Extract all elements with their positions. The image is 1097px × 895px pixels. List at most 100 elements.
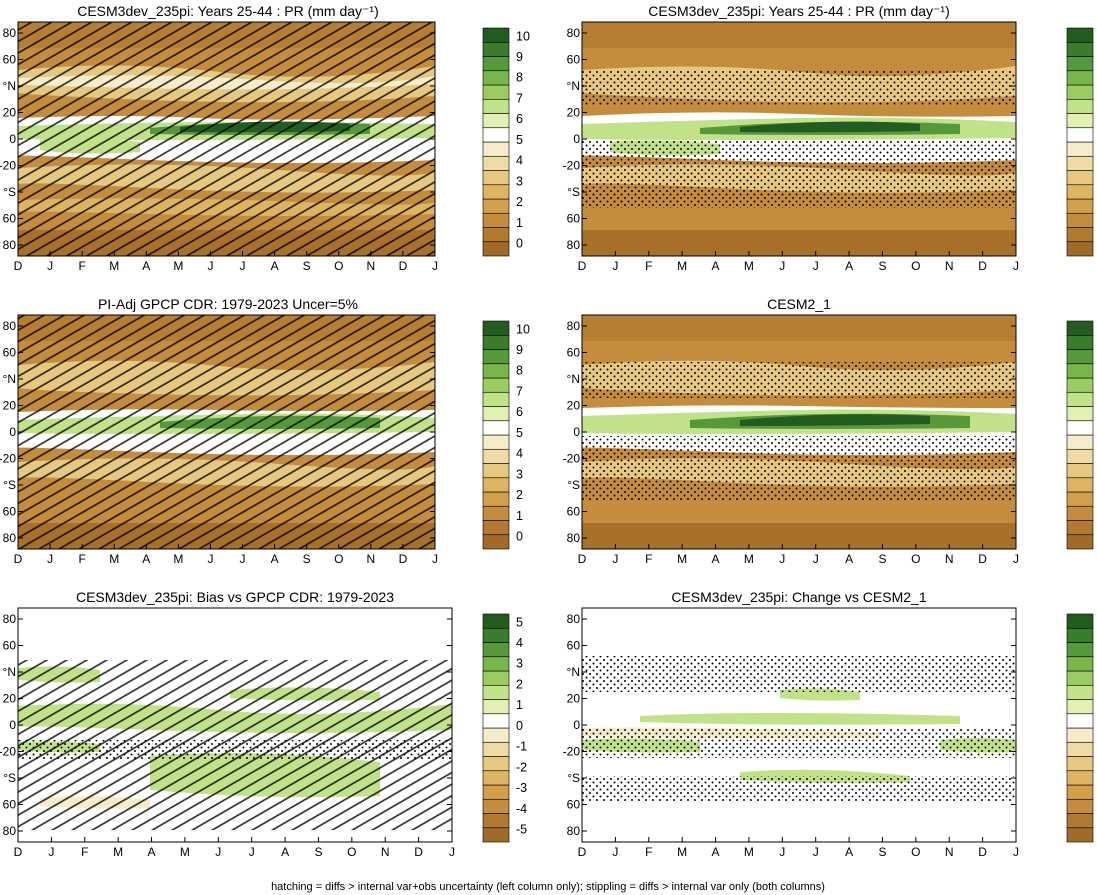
colorbar-swatch — [482, 434, 510, 450]
colorbar-label: 5 — [516, 615, 523, 629]
x-tick-label: J — [449, 845, 455, 859]
x-tick-label: J — [779, 845, 785, 859]
colorbar-swatch — [1066, 98, 1094, 114]
x-tick-label: D — [578, 259, 587, 273]
x-tick-label: O — [911, 552, 920, 566]
colorbar-swatch — [482, 184, 510, 200]
y-tick-label: 80 — [567, 238, 581, 252]
colorbar-swatch — [482, 784, 510, 800]
colorbar-swatch — [482, 127, 510, 143]
y-tick-label: 80 — [567, 319, 581, 333]
y-tick-label: 60 — [567, 53, 581, 67]
colorbar-label: 9 — [516, 343, 523, 357]
colorbar-swatch — [482, 84, 510, 100]
panel-title: CESM3dev_235pi: Years 25-44 : PR (mm day… — [77, 3, 379, 19]
x-tick-label: A — [271, 552, 279, 566]
x-tick-label: J — [813, 552, 819, 566]
x-tick-label: S — [303, 552, 311, 566]
colorbar-swatch — [482, 212, 510, 228]
colorbar-label: 4 — [516, 154, 523, 168]
panel-title: CESM3dev_235pi: Bias vs GPCP CDR: 1979-2… — [76, 589, 394, 605]
colorbar-swatch — [1066, 656, 1094, 672]
x-tick-label: D — [14, 845, 23, 859]
y-tick-label: 80 — [3, 319, 17, 333]
panel-2 — [582, 22, 1016, 256]
x-tick-label: J — [1013, 552, 1019, 566]
colorbar-swatch — [1066, 70, 1094, 86]
x-tick-label: J — [249, 845, 255, 859]
colorbar-swatch — [1066, 463, 1094, 479]
x-tick-label: J — [240, 259, 246, 273]
x-tick-label: M — [113, 845, 123, 859]
colorbar-label: 0 — [516, 530, 523, 544]
colorbar-swatch — [482, 505, 510, 521]
colorbar-swatch — [1066, 642, 1094, 658]
x-tick-label: M — [744, 552, 754, 566]
y-tick-label: -20 — [563, 452, 581, 466]
colorbar-label: 6 — [516, 112, 523, 126]
x-tick-label: D — [14, 259, 23, 273]
y-tick-label: 60 — [567, 212, 581, 226]
x-tick-label: S — [878, 552, 886, 566]
x-tick-label: J — [215, 845, 221, 859]
x-tick-label: F — [645, 845, 652, 859]
colorbar-swatch — [1066, 477, 1094, 493]
colorbar-swatch — [1066, 212, 1094, 228]
y-tick-label: 20 — [567, 692, 581, 706]
x-tick-label: O — [347, 845, 356, 859]
panel-1 — [18, 22, 435, 256]
colorbar-label: 3 — [516, 174, 523, 188]
x-tick-label: J — [207, 259, 213, 273]
colorbar-swatch — [1066, 127, 1094, 143]
colorbar-label: 3 — [516, 467, 523, 481]
colorbar-swatch — [1066, 534, 1094, 550]
x-tick-label: N — [381, 845, 390, 859]
colorbar-swatch — [482, 349, 510, 365]
y-tick-label: 80 — [3, 612, 17, 626]
x-tick-label: F — [81, 845, 88, 859]
colorbar-swatch — [482, 41, 510, 57]
colorbar-swatch — [482, 463, 510, 479]
colorbar-swatch — [482, 448, 510, 464]
colorbar-swatch — [482, 477, 510, 493]
colorbar-swatch — [1066, 349, 1094, 365]
x-tick-label: M — [677, 845, 687, 859]
colorbar-swatch — [482, 699, 510, 715]
x-tick-label: D — [978, 552, 987, 566]
colorbar-swatch — [1066, 377, 1094, 393]
colorbar-swatch — [482, 198, 510, 214]
colorbar-swatch — [482, 827, 510, 843]
x-tick-label: F — [78, 552, 85, 566]
y-tick-label: 0 — [573, 132, 580, 146]
x-tick-label: J — [612, 845, 618, 859]
x-tick-label: A — [712, 552, 720, 566]
y-tick-label: 20 — [567, 399, 581, 413]
colorbar-swatch — [1066, 741, 1094, 757]
x-tick-label: S — [878, 259, 886, 273]
x-tick-label: S — [314, 845, 322, 859]
x-tick-label: J — [612, 552, 618, 566]
colorbar-swatch — [1066, 713, 1094, 729]
y-tick-label: 0 — [9, 718, 16, 732]
colorbar-label: 6 — [516, 405, 523, 419]
colorbar-label: 7 — [516, 384, 523, 398]
y-tick-label: 80 — [3, 238, 17, 252]
colorbar-swatch — [482, 670, 510, 686]
colorbar-swatch — [1066, 684, 1094, 700]
colorbar-swatch — [1066, 756, 1094, 772]
colorbar-label: 7 — [516, 91, 523, 105]
x-tick-label: J — [47, 259, 53, 273]
colorbar-swatch — [482, 113, 510, 129]
y-tick-label: -20 — [0, 159, 16, 173]
x-tick-label: M — [677, 259, 687, 273]
footnote: hatching = diffs > internal var+obs unce… — [271, 881, 825, 893]
y-tick-label: 60 — [567, 505, 581, 519]
colorbar-label: 9 — [516, 50, 523, 64]
y-tick-label: 60 — [3, 639, 17, 653]
x-tick-label: J — [779, 552, 785, 566]
x-tick-label: J — [813, 845, 819, 859]
colorbar-label: -2 — [516, 760, 527, 774]
